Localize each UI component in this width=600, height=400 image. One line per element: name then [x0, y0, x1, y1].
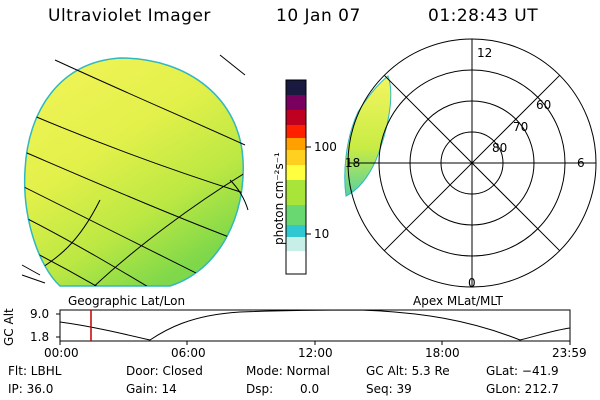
mlt-label-0: 0 [468, 276, 476, 290]
info-glon: GLon: 212.7 [486, 382, 559, 396]
colorbar-tick-100: 100 [314, 140, 337, 154]
info-dsp-label: Dsp: [246, 382, 274, 396]
altitude-ytick-9: 9.0 [30, 307, 50, 321]
app-title: Ultraviolet Imager [48, 6, 211, 26]
time-tick-1200: 12:00 [298, 346, 333, 360]
time-tick-1800: 18:00 [425, 346, 460, 360]
colorbar [285, 79, 311, 275]
polar-plot [344, 38, 597, 288]
info-dsp-value: 0.0 [300, 382, 320, 396]
info-gain: Gain: 14 [126, 382, 177, 396]
info-flt: Flt: LBHL [8, 364, 62, 378]
earth-disk-image [21, 54, 249, 287]
info-glat: GLat: −41.9 [486, 364, 559, 378]
mlt-label-6: 6 [577, 156, 585, 170]
info-ip: IP: 36.0 [8, 382, 54, 396]
info-mode: Mode: Normal [246, 364, 330, 378]
header-time: 01:28:43 UT [428, 6, 539, 26]
lat-label-70: 70 [513, 120, 529, 134]
altitude-plot [56, 309, 571, 345]
lat-label-60: 60 [536, 98, 552, 112]
info-door: Door: Closed [126, 364, 203, 378]
right-panel-label: Apex MLat/MLT [413, 294, 503, 308]
colorbar-unit-label: photon cm⁻²s⁻¹ [272, 152, 286, 245]
altitude-ylabel: GC Alt [2, 308, 16, 346]
time-tick-2359: 23:59 [552, 346, 587, 360]
mlt-label-18: 18 [345, 156, 361, 170]
info-gc-alt: GC Alt: 5.3 Re [366, 364, 450, 378]
info-seq: Seq: 39 [366, 382, 412, 396]
mlt-label-12: 12 [477, 46, 493, 60]
time-tick-0000: 00:00 [44, 346, 79, 360]
lat-label-80: 80 [492, 141, 508, 155]
colorbar-tick-10: 10 [314, 227, 330, 241]
altitude-ytick-1-8: 1.8 [30, 330, 50, 344]
header-date: 10 Jan 07 [276, 6, 361, 26]
time-tick-0600: 06:00 [171, 346, 206, 360]
left-panel-label: Geographic Lat/Lon [68, 294, 186, 308]
